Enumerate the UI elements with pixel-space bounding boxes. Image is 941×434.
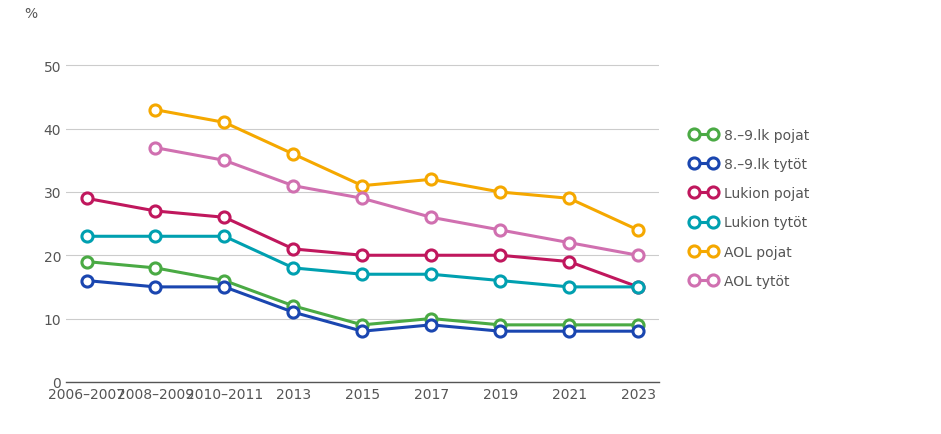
- Lukion tytöt: [632, 285, 644, 290]
- Lukion pojat: [218, 215, 230, 220]
- 8.–9.lk pojat: [150, 266, 161, 271]
- Lukion tytöt: [81, 234, 92, 239]
- 8.–9.lk tytöt: [425, 322, 437, 328]
- AOL pojat: [632, 228, 644, 233]
- AOL tytöt: [495, 228, 506, 233]
- 8.–9.lk tytöt: [150, 285, 161, 290]
- 8.–9.lk tytöt: [218, 285, 230, 290]
- AOL tytöt: [564, 240, 575, 246]
- Lukion pojat: [564, 260, 575, 265]
- Lukion pojat: [357, 253, 368, 258]
- 8.–9.lk tytöt: [564, 329, 575, 334]
- Line: Lukion pojat: Lukion pojat: [81, 193, 644, 293]
- Lukion pojat: [632, 285, 644, 290]
- AOL tytöt: [218, 158, 230, 164]
- AOL tytöt: [632, 253, 644, 258]
- Text: %: %: [24, 7, 38, 21]
- Lukion tytöt: [150, 234, 161, 239]
- Lukion pojat: [288, 247, 299, 252]
- Line: Lukion tytöt: Lukion tytöt: [81, 231, 644, 293]
- 8.–9.lk pojat: [564, 322, 575, 328]
- 8.–9.lk pojat: [632, 322, 644, 328]
- Lukion pojat: [495, 253, 506, 258]
- Lukion tytöt: [218, 234, 230, 239]
- Line: AOL tytöt: AOL tytöt: [150, 143, 644, 261]
- Lukion pojat: [150, 209, 161, 214]
- Legend: 8.–9.lk pojat, 8.–9.lk tytöt, Lukion pojat, Lukion tytöt, AOL pojat, AOL tytöt: 8.–9.lk pojat, 8.–9.lk tytöt, Lukion poj…: [690, 128, 809, 288]
- AOL pojat: [564, 196, 575, 201]
- Lukion tytöt: [357, 272, 368, 277]
- Lukion pojat: [425, 253, 437, 258]
- Lukion tytöt: [425, 272, 437, 277]
- AOL tytöt: [150, 146, 161, 151]
- 8.–9.lk pojat: [495, 322, 506, 328]
- 8.–9.lk pojat: [288, 303, 299, 309]
- 8.–9.lk tytöt: [357, 329, 368, 334]
- 8.–9.lk tytöt: [288, 310, 299, 315]
- AOL tytöt: [357, 196, 368, 201]
- AOL pojat: [150, 108, 161, 113]
- Line: AOL pojat: AOL pojat: [150, 105, 644, 236]
- Lukion pojat: [81, 196, 92, 201]
- 8.–9.lk pojat: [357, 322, 368, 328]
- AOL pojat: [288, 152, 299, 157]
- 8.–9.lk tytöt: [81, 278, 92, 283]
- AOL pojat: [495, 190, 506, 195]
- AOL tytöt: [425, 215, 437, 220]
- Lukion tytöt: [564, 285, 575, 290]
- Lukion tytöt: [495, 278, 506, 283]
- 8.–9.lk tytöt: [632, 329, 644, 334]
- AOL tytöt: [288, 184, 299, 189]
- AOL pojat: [218, 121, 230, 126]
- AOL pojat: [357, 184, 368, 189]
- Lukion tytöt: [288, 266, 299, 271]
- 8.–9.lk pojat: [81, 260, 92, 265]
- 8.–9.lk pojat: [425, 316, 437, 322]
- AOL pojat: [425, 178, 437, 183]
- 8.–9.lk pojat: [218, 278, 230, 283]
- Line: 8.–9.lk tytöt: 8.–9.lk tytöt: [81, 276, 644, 337]
- Line: 8.–9.lk pojat: 8.–9.lk pojat: [81, 256, 644, 331]
- 8.–9.lk tytöt: [495, 329, 506, 334]
